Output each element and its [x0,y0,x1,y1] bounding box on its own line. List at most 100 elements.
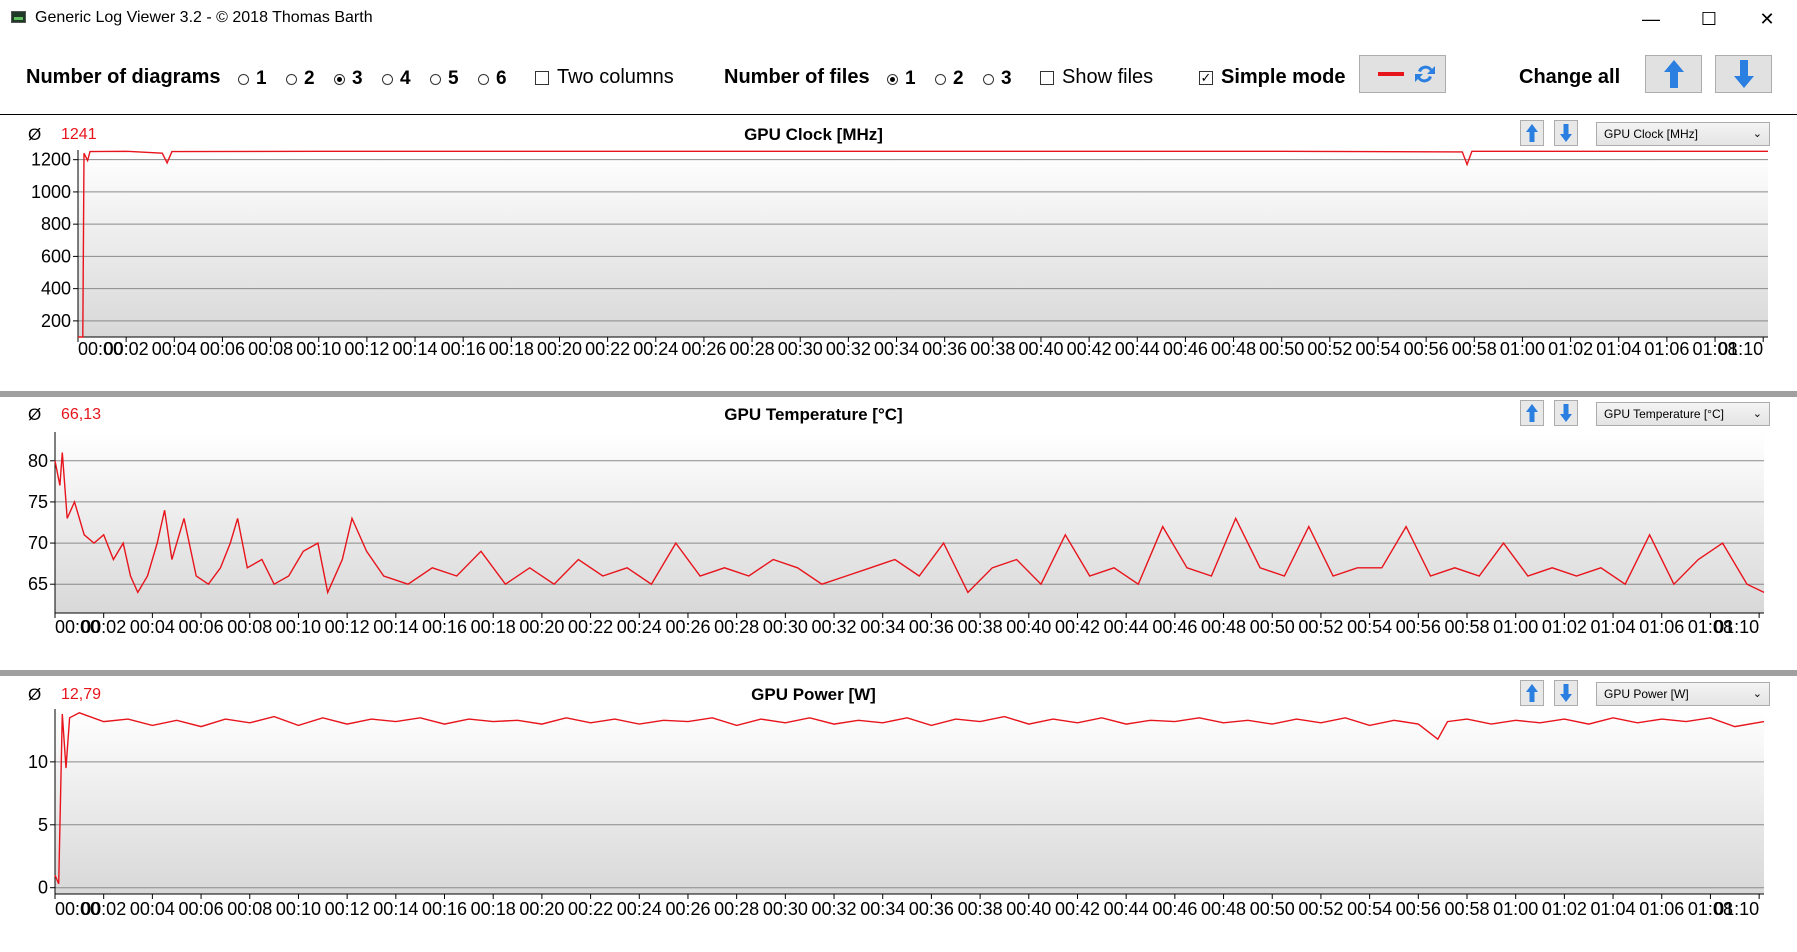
diagrams-radio-6[interactable]: 6 [478,68,507,90]
x-tick-label: 00:28 [730,339,775,359]
series-line [54,452,1765,595]
panel-divider[interactable] [0,670,1797,676]
y-tick-label: 1000 [31,182,71,202]
x-tick-label: 00:10 [276,899,321,919]
x-tick-label: 00:30 [763,899,808,919]
close-icon: ✕ [1759,8,1775,29]
x-tick-label: 01:06 [1639,899,1684,919]
move-all-down-button[interactable] [1715,55,1772,93]
radio-icon [935,73,946,85]
series-style-button[interactable] [1359,55,1446,93]
panel-down-button[interactable] [1554,400,1578,426]
checkbox-icon [535,70,549,85]
x-tick-label: 00:56 [1396,617,1441,637]
diagrams-radio-5[interactable]: 5 [430,68,459,90]
x-tick-label: 00:02 [104,339,149,359]
x-tick-label: 00:46 [1152,617,1197,637]
x-tick-label: 00:48 [1201,899,1246,919]
plot-area [55,432,1764,613]
x-tick-label: 00:20 [519,899,564,919]
x-tick-label: 00:24 [617,899,662,919]
x-tick-label: 00:40 [1018,339,1063,359]
x-tick-label: 00:16 [422,899,467,919]
files-radio-3[interactable]: 3 [983,68,1012,90]
series-line [78,150,1768,338]
x-tick-label: 00:50 [1250,899,1295,919]
x-tick-label: 01:02 [1548,339,1593,359]
diagrams-radio-4[interactable]: 4 [382,68,411,90]
x-tick-label: 00:54 [1347,899,1392,919]
y-tick-label: 400 [41,279,71,299]
average-symbol: Ø [28,405,42,424]
radio-icon [286,73,297,85]
average-value: 1241 [61,126,97,143]
panel-up-button[interactable] [1520,400,1544,426]
y-tick-label: 0 [38,878,48,898]
diagram-panel-gpu-temperature: Ø 66,13 GPU Temperature [°C] GPU Tempera… [0,397,1797,670]
diagrams-radio-1[interactable]: 1 [238,68,267,90]
change-all-label: Change all [1519,66,1621,88]
x-tick-label: 00:18 [471,617,516,637]
files-radio-1[interactable]: 1 [887,68,916,90]
x-tick-label: 00:58 [1444,617,1489,637]
series-select[interactable]: GPU Power [W] ⌄ [1596,682,1770,706]
two-columns-checkbox[interactable]: Two columns [535,66,674,89]
x-tick-label: 00:34 [874,339,919,359]
chart-title: GPU Power [W] [751,685,876,704]
arrow-up-icon [1526,124,1538,142]
x-tick-label: 00:20 [537,339,582,359]
checkbox-label: Two columns [557,66,674,88]
panel-divider[interactable] [0,391,1797,397]
x-tick-label: 00:14 [373,617,418,637]
x-tick-label: 00:38 [958,617,1003,637]
panel-up-button[interactable] [1520,120,1544,146]
diagrams-radio-3[interactable]: 3 [334,68,363,90]
x-tick-label: 00:22 [568,899,613,919]
show-files-checkbox[interactable]: Show files [1040,66,1153,89]
files-radio-2[interactable]: 2 [935,68,964,90]
series-select-value: GPU Power [W] [1604,687,1689,701]
x-tick-label: 00:14 [393,339,438,359]
checkbox-label: Simple mode [1221,66,1346,88]
x-tick-label: 00:28 [714,899,759,919]
panel-down-button[interactable] [1554,120,1578,146]
maximize-button[interactable]: ☐ [1680,0,1738,38]
x-tick-label: 00:52 [1307,339,1352,359]
x-tick-label: 01:10 [1714,617,1759,637]
arrow-up-icon [1526,684,1538,702]
x-tick-label: 00:36 [909,899,954,919]
x-tick-label: 01:10 [1718,339,1763,359]
panel-down-button[interactable] [1554,680,1578,706]
x-tick-label: 01:06 [1644,339,1689,359]
series-select[interactable]: GPU Clock [MHz] ⌄ [1596,122,1770,146]
series-line [54,712,1765,885]
series-select-value: GPU Clock [MHz] [1604,127,1699,141]
arrow-down-icon [1733,60,1754,88]
title-bar: Generic Log Viewer 3.2 - © 2018 Thomas B… [0,0,1797,38]
x-tick-label: 01:10 [1714,899,1759,919]
x-tick-label: 01:00 [1493,617,1538,637]
x-tick-label: 00:52 [1298,899,1343,919]
x-tick-label: 00:16 [422,617,467,637]
x-tick-label: 00:20 [519,617,564,637]
x-tick-label: 00:04 [152,339,197,359]
x-tick-label: 00:48 [1201,617,1246,637]
series-select[interactable]: GPU Temperature [°C] ⌄ [1596,402,1770,426]
diagrams-radio-2[interactable]: 2 [286,68,315,90]
window-title: Generic Log Viewer 3.2 - © 2018 Thomas B… [35,9,373,26]
simple-mode-checkbox[interactable]: ✓ Simple mode [1199,66,1345,89]
panel-up-button[interactable] [1520,680,1544,706]
x-tick-label: 00:08 [227,899,272,919]
y-tick-label: 75 [28,492,48,512]
minimize-button[interactable]: — [1622,0,1680,38]
y-tick-label: 800 [41,214,71,234]
x-tick-label: 00:48 [1211,339,1256,359]
x-tick-label: 00:02 [81,617,126,637]
x-tick-label: 00:00 [55,899,100,919]
move-all-up-button[interactable] [1645,55,1702,93]
close-button[interactable]: ✕ [1738,0,1796,38]
x-tick-label: 00:04 [130,617,175,637]
y-tick-label: 80 [28,451,48,471]
app-icon [11,11,26,23]
